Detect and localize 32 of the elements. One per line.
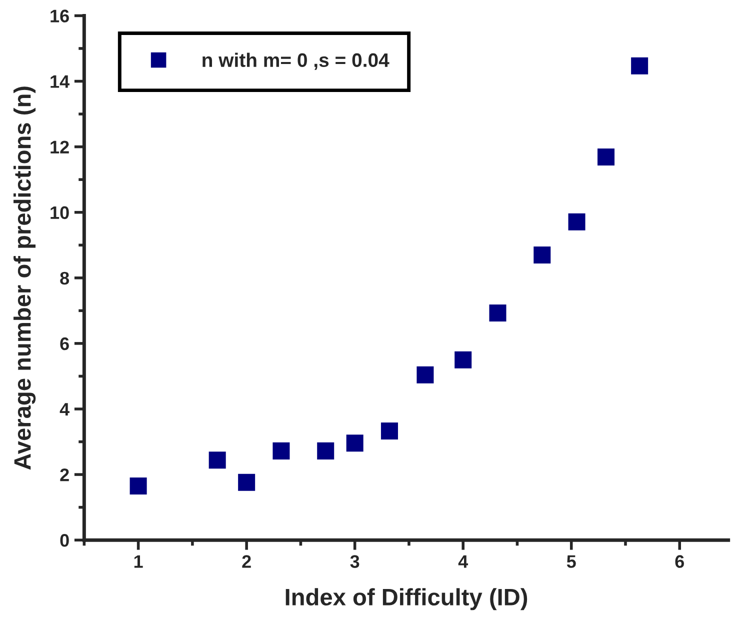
point (346, 434, 364, 452)
point (454, 351, 472, 368)
point (130, 478, 147, 495)
x-tick-label: 1 (134, 555, 143, 568)
y-tick-label: 16 (50, 10, 69, 22)
x-tick-label: 3 (350, 555, 360, 568)
point (631, 57, 648, 74)
point (534, 246, 551, 264)
point (380, 422, 398, 440)
point (238, 474, 256, 491)
x-tick-label: 6 (675, 555, 684, 568)
x-tick-label: 5 (566, 555, 576, 568)
legend-label: n with m= 0 ,s = 0.04 (202, 52, 390, 70)
y-tick-label: 2 (60, 468, 69, 482)
y-tick-label: 12 (50, 140, 69, 154)
point (598, 148, 615, 166)
y-tick-label: 4 (60, 403, 70, 416)
point (317, 442, 334, 460)
point (272, 442, 290, 460)
point (208, 452, 226, 469)
point (416, 366, 434, 384)
y-tick-label: 6 (60, 337, 69, 350)
point (568, 213, 586, 230)
y-axis-title: Average number of predictions (n) (14, 86, 36, 470)
y-tick-label: 10 (50, 206, 69, 220)
x-tick-label: 2 (242, 555, 251, 568)
y-tick-label: 0 (60, 534, 69, 547)
point (489, 304, 506, 322)
x-axis-title: Index of Difficulty (ID) (286, 588, 528, 610)
x-tick-label: 4 (458, 555, 468, 568)
y-tick-label: 8 (60, 272, 70, 285)
y-tick-label: 14 (50, 75, 70, 88)
